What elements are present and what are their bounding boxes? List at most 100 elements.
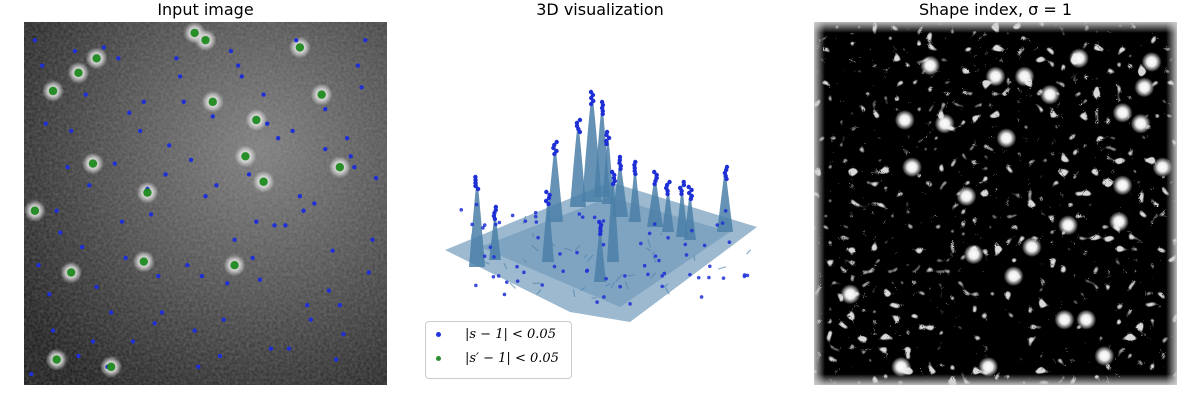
peak-point bbox=[604, 141, 609, 147]
green-point bbox=[230, 261, 239, 270]
surface-point bbox=[604, 276, 608, 281]
surface-wisp bbox=[531, 232, 535, 238]
blue-point bbox=[373, 175, 379, 181]
peak-point bbox=[652, 181, 657, 187]
surface-point bbox=[660, 284, 665, 289]
green-point bbox=[241, 152, 250, 161]
green-point bbox=[201, 35, 210, 45]
blue-point bbox=[337, 302, 343, 308]
blue-point bbox=[297, 194, 303, 199]
surface-point bbox=[715, 223, 720, 227]
surface-point bbox=[666, 236, 670, 240]
peak-point bbox=[689, 187, 694, 193]
blue-point bbox=[239, 74, 244, 79]
surface-point bbox=[727, 240, 732, 245]
peak-point bbox=[546, 201, 551, 207]
peak-point bbox=[552, 151, 557, 157]
surface-point bbox=[522, 270, 526, 275]
blue-point bbox=[341, 331, 346, 337]
surface-point bbox=[628, 302, 632, 306]
legend: |s − 1| < 0.05 |s′ − 1| < 0.05 bbox=[425, 321, 572, 379]
blue-point bbox=[108, 310, 114, 315]
green-point bbox=[335, 163, 345, 172]
blue-point bbox=[290, 128, 295, 134]
blue-point bbox=[116, 56, 121, 61]
surface-peak bbox=[570, 120, 586, 207]
green-point bbox=[30, 206, 40, 215]
blue-point bbox=[32, 37, 38, 43]
surface-point bbox=[523, 219, 528, 223]
surface-point bbox=[558, 252, 562, 256]
blue-point bbox=[65, 165, 70, 170]
blue-point bbox=[54, 208, 59, 213]
surface-wisp bbox=[531, 244, 539, 252]
peak-point bbox=[688, 196, 694, 202]
surface-peak bbox=[607, 172, 619, 262]
surface-point bbox=[601, 242, 606, 247]
surface-point bbox=[657, 258, 661, 263]
blue-point bbox=[87, 183, 92, 188]
surface-point bbox=[683, 242, 688, 247]
surface-point bbox=[470, 222, 474, 227]
blue-point bbox=[159, 310, 165, 315]
blue-point bbox=[304, 302, 310, 308]
peak-point bbox=[618, 166, 623, 172]
surface-point bbox=[646, 272, 650, 277]
peak-point bbox=[724, 176, 729, 182]
blue-point bbox=[312, 201, 317, 206]
peak-point bbox=[543, 198, 549, 204]
green-point bbox=[48, 86, 58, 96]
blue-point bbox=[344, 135, 350, 141]
surface-wisp bbox=[572, 289, 576, 298]
blue-point bbox=[185, 263, 190, 268]
blue-point bbox=[217, 353, 223, 359]
blue-point bbox=[330, 248, 335, 253]
surface-point bbox=[618, 284, 622, 289]
surface-point bbox=[642, 263, 647, 268]
surface-point bbox=[742, 273, 747, 277]
blue-point bbox=[250, 255, 255, 261]
input-image-plot bbox=[24, 22, 387, 385]
legend-marker-green bbox=[436, 356, 441, 361]
surface-peak bbox=[676, 182, 688, 237]
blue-point bbox=[275, 135, 281, 141]
surface-point bbox=[699, 295, 704, 299]
input-image-panel bbox=[24, 22, 387, 385]
peak-point bbox=[554, 139, 559, 145]
surface-point bbox=[540, 283, 545, 287]
blue-point bbox=[152, 321, 157, 326]
surface-point bbox=[575, 250, 579, 255]
surface-point bbox=[515, 264, 519, 269]
surface-point bbox=[585, 268, 590, 273]
surface-point bbox=[510, 213, 515, 218]
blue-point bbox=[123, 255, 128, 261]
blue-point bbox=[76, 353, 81, 359]
surface-wisp bbox=[615, 273, 623, 282]
surface-point bbox=[602, 295, 606, 299]
surface-peak bbox=[717, 167, 733, 232]
blue-point bbox=[283, 223, 288, 228]
surface-point bbox=[502, 292, 507, 297]
peak-point bbox=[577, 117, 583, 123]
surface-wisp bbox=[610, 281, 615, 289]
peak-point bbox=[544, 189, 549, 195]
blue-point bbox=[294, 37, 299, 43]
blue-point bbox=[370, 237, 375, 242]
peak-point bbox=[588, 101, 594, 107]
legend-item-s-prime: |s′ − 1| < 0.05 bbox=[436, 351, 559, 371]
blue-point bbox=[359, 85, 364, 90]
blue-point bbox=[225, 281, 230, 286]
blue-point bbox=[174, 56, 179, 61]
blue-point bbox=[188, 157, 194, 163]
peak-point bbox=[610, 181, 616, 187]
surface-point bbox=[595, 300, 599, 304]
blue-point bbox=[29, 371, 34, 377]
shape-index-edge-v bbox=[814, 22, 1177, 385]
blue-point bbox=[156, 273, 161, 279]
surface-point bbox=[652, 222, 657, 226]
surface-point bbox=[720, 221, 725, 225]
surface-point bbox=[647, 231, 652, 236]
blue-point bbox=[130, 339, 136, 344]
blue-point bbox=[43, 121, 48, 126]
surface-peak bbox=[547, 142, 563, 222]
